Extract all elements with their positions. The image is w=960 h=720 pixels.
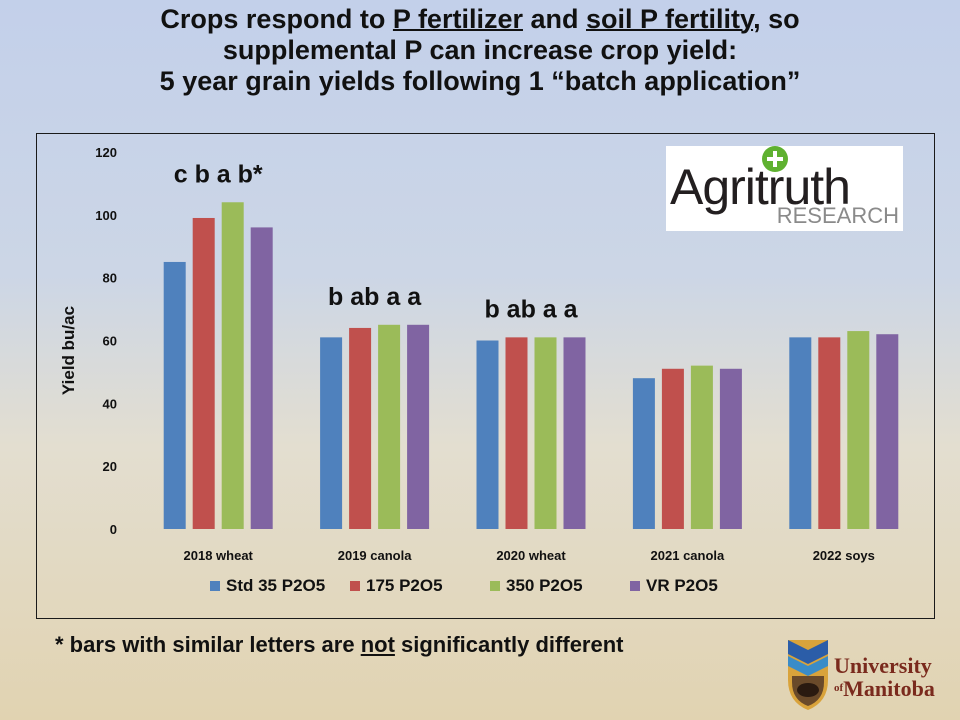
- agritruth-logo-word: Agritruth: [670, 159, 851, 215]
- x-tick-label: 2022 soys: [813, 548, 875, 563]
- bar: [563, 337, 586, 529]
- x-tick-label: 2021 canola: [651, 548, 725, 563]
- bar: [818, 337, 841, 529]
- title-underlined-p-fertilizer: P fertilizer: [392, 4, 523, 34]
- y-tick-label: 20: [103, 459, 117, 474]
- bison-shield-icon: [788, 640, 828, 710]
- significance-letters: b ab a a: [484, 295, 578, 323]
- bar: [847, 331, 870, 529]
- university-prefix: of: [834, 682, 844, 694]
- legend-swatch: [630, 581, 640, 591]
- chart-frame: [36, 133, 935, 619]
- bar: [163, 261, 186, 529]
- title-line-2: supplemental P can increase crop yield:: [222, 35, 738, 65]
- bar: [505, 337, 528, 529]
- title-text: Crops respond to: [160, 4, 393, 34]
- y-tick-label: 100: [95, 208, 117, 223]
- bar: [320, 337, 343, 529]
- footnote-underlined-not: not: [360, 632, 395, 657]
- y-tick-label: 0: [110, 522, 117, 537]
- bar: [719, 368, 742, 529]
- footnote-text: significantly different: [394, 632, 624, 657]
- bar: [250, 227, 273, 529]
- y-axis-label: Yield bu/ac: [59, 306, 78, 395]
- bar: [221, 202, 244, 529]
- x-tick-label: 2018 wheat: [184, 548, 254, 563]
- green-plus-icon: [762, 146, 788, 172]
- x-tick-label: 2019 canola: [338, 548, 412, 563]
- footnote: * bars with similar letters are not sign…: [55, 632, 624, 658]
- agritruth-logo: Agritruth RESEARCH: [666, 146, 903, 231]
- bar: [534, 337, 557, 529]
- legend-label: Std 35 P2O5: [226, 576, 325, 595]
- legend-label: 175 P2O5: [366, 576, 443, 595]
- bar: [632, 378, 655, 529]
- agritruth-logo-sub: RESEARCH: [776, 203, 899, 228]
- title-text: , so: [753, 4, 800, 34]
- significance-letters: b ab a a: [328, 283, 422, 311]
- university-name: University ofManitoba: [834, 654, 935, 700]
- bar: [876, 334, 899, 529]
- bar: [661, 368, 684, 529]
- bar: [476, 340, 499, 529]
- footnote-text: * bars with similar letters are: [55, 632, 361, 657]
- title-line-3: 5 year grain yields following 1 “batch a…: [159, 66, 801, 96]
- y-tick-label: 40: [103, 396, 117, 411]
- significance-letters: c b a b*: [174, 160, 263, 188]
- university-line-1: University: [834, 653, 932, 678]
- bar: [789, 337, 812, 529]
- x-tick-label: 2020 wheat: [496, 548, 566, 563]
- y-tick-label: 120: [95, 145, 117, 160]
- legend-swatch: [490, 581, 500, 591]
- title-text: and: [522, 4, 586, 34]
- bar: [690, 365, 713, 529]
- title-underlined-soil-p-fertility: soil P fertility: [586, 4, 754, 34]
- legend-swatch: [350, 581, 360, 591]
- legend-swatch: [210, 581, 220, 591]
- bar: [407, 324, 430, 529]
- y-tick-label: 60: [103, 334, 117, 349]
- bar: [378, 324, 401, 529]
- y-tick-label: 80: [103, 271, 117, 286]
- bar: [349, 327, 372, 529]
- university-of-manitoba-logo: University ofManitoba: [784, 636, 944, 714]
- legend-label: VR P2O5: [646, 576, 718, 595]
- legend-label: 350 P2O5: [506, 576, 583, 595]
- bar: [192, 217, 215, 529]
- university-line-2: Manitoba: [843, 676, 935, 701]
- title-line-1: Crops respond to P fertilizer and soil P…: [0, 4, 960, 35]
- slide-title: Crops respond to P fertilizer and soil P…: [0, 4, 960, 97]
